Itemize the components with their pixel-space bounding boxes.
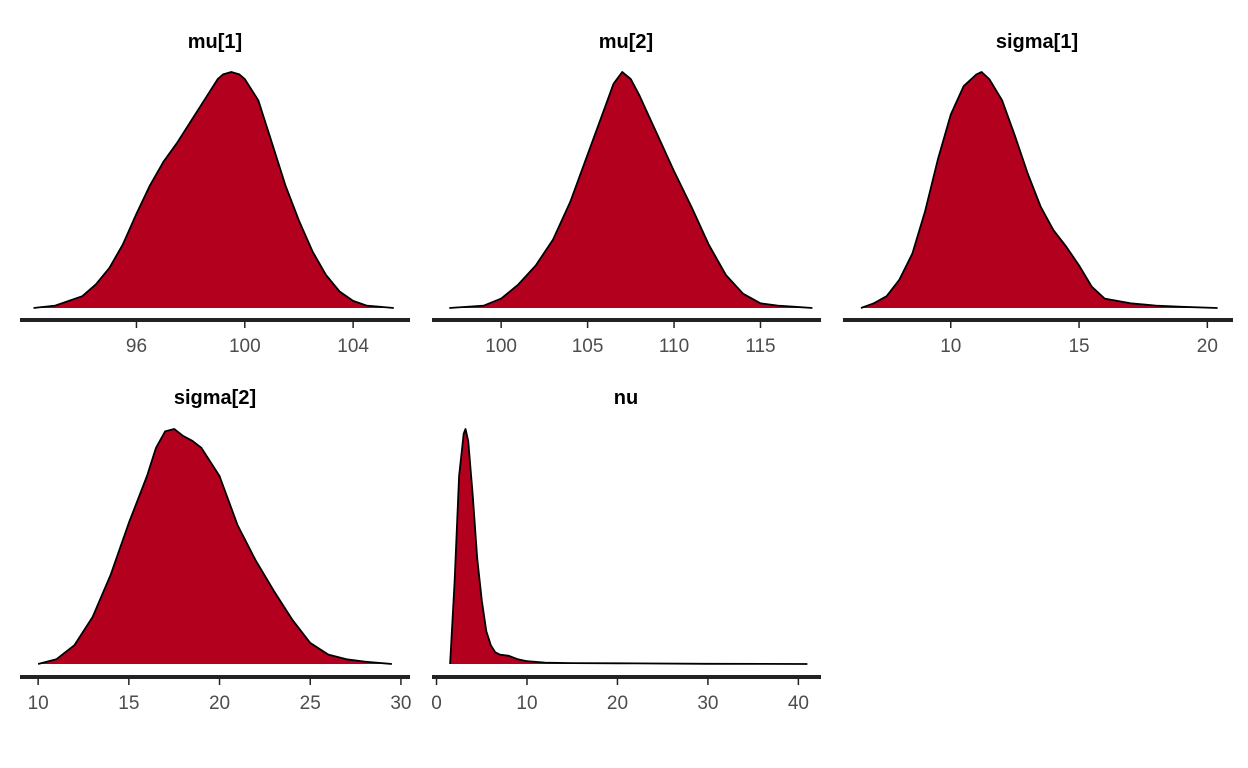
density-outline-mu1	[33, 71, 394, 309]
density-outline-mu2	[449, 71, 813, 309]
panel-title-sigma1: sigma[1]	[996, 31, 1078, 53]
x-tick-label-sigma1-2: 20	[1197, 336, 1218, 357]
density-outline-sigma1	[860, 71, 1218, 309]
x-tick-label-mu2-1: 105	[572, 336, 604, 357]
density-outline-nu	[449, 428, 808, 665]
x-tick-label-mu2-3: 115	[745, 336, 775, 357]
x-tick-label-sigma2-4: 30	[390, 693, 411, 714]
density-outline-sigma2	[37, 428, 392, 665]
panel-title-sigma2: sigma[2]	[174, 387, 256, 409]
x-tick-label-mu1-2: 104	[337, 336, 369, 357]
density-area-sigma1	[861, 72, 1218, 308]
x-tick-label-sigma2-2: 20	[209, 693, 230, 714]
density-area-nu	[450, 429, 808, 664]
x-tick-label-nu-3: 30	[697, 693, 718, 714]
density-area-sigma2	[38, 429, 392, 664]
x-tick-label-sigma1-0: 10	[940, 336, 961, 357]
x-tick-label-sigma1-1: 15	[1068, 336, 1089, 357]
x-tick-label-mu1-0: 96	[126, 336, 147, 357]
panel-title-nu: nu	[614, 387, 638, 409]
panel-title-mu1: mu[1]	[188, 31, 242, 53]
panel-mu1: mu[1] 96 100 104	[20, 31, 410, 357]
x-tick-label-mu2-0: 100	[485, 336, 517, 357]
x-tick-label-nu-0: 0	[431, 693, 442, 714]
x-tick-label-nu-2: 20	[607, 693, 628, 714]
panel-nu: nu 0 10 20 30 40	[431, 387, 821, 714]
density-area-mu1	[33, 72, 394, 308]
density-area-mu2	[449, 72, 813, 308]
x-tick-label-nu-1: 10	[516, 693, 537, 714]
panel-mu2: mu[2] 100 105 110 115	[432, 31, 821, 357]
x-tick-label-nu-4: 40	[788, 693, 809, 714]
x-tick-label-sigma2-0: 10	[28, 693, 49, 714]
x-tick-label-mu2-2: 110	[659, 336, 689, 357]
panel-sigma2: sigma[2] 10 15 20 25 30	[20, 387, 412, 714]
panel-title-mu2: mu[2]	[599, 31, 653, 53]
x-tick-label-sigma2-1: 15	[118, 693, 139, 714]
x-tick-label-sigma2-3: 25	[300, 693, 321, 714]
panel-sigma1: sigma[1] 10 15 20	[843, 31, 1233, 357]
x-tick-label-mu1-1: 100	[229, 336, 261, 357]
